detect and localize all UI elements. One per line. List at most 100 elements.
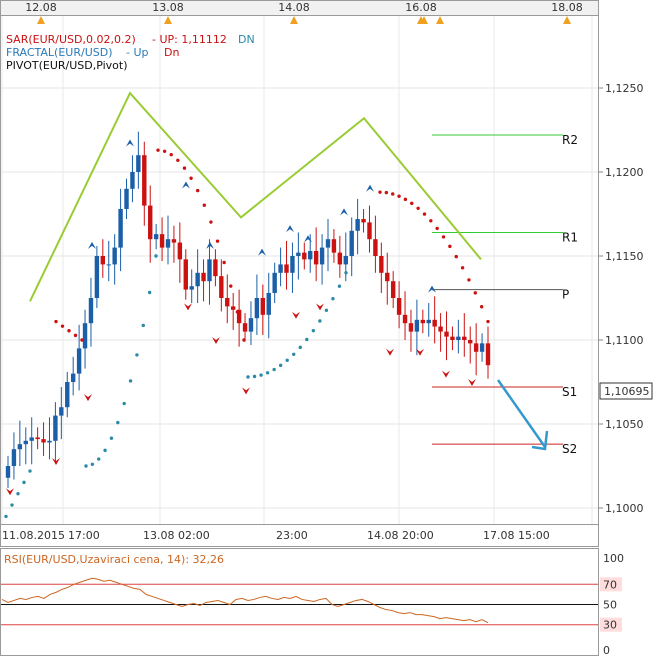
fractal-down-icon bbox=[442, 370, 450, 378]
fractal-up-icon bbox=[258, 248, 266, 256]
target-arrow-icon bbox=[496, 379, 549, 451]
sar-dot bbox=[60, 324, 65, 328]
fractal-up-icon bbox=[340, 208, 348, 216]
candlesticks bbox=[5, 131, 491, 488]
sar-dot bbox=[182, 166, 187, 170]
sar-dot bbox=[90, 462, 95, 466]
sar-dot bbox=[278, 363, 283, 368]
candle-up bbox=[88, 298, 94, 324]
top-axis-label: 13.08 bbox=[152, 1, 184, 14]
rsi-panel: 100 70 50 30 0 bbox=[1, 552, 624, 657]
current-price-label: 1,10695 bbox=[604, 385, 650, 398]
candle-down bbox=[148, 205, 153, 240]
candle-down bbox=[485, 343, 491, 366]
candle-up bbox=[325, 239, 331, 248]
candle-down bbox=[100, 256, 106, 265]
candle-down bbox=[385, 272, 390, 282]
sar-dot bbox=[435, 226, 439, 231]
sar-dot bbox=[265, 371, 270, 375]
candle-down bbox=[142, 155, 147, 206]
legend-fractal-dn: Dn bbox=[164, 46, 179, 59]
sar-dot bbox=[391, 192, 395, 196]
sar-dot bbox=[154, 254, 158, 258]
candle-down bbox=[396, 298, 402, 315]
sar-dot bbox=[28, 469, 32, 473]
sar-dot bbox=[479, 305, 484, 309]
fractal-up-icon bbox=[286, 225, 294, 233]
y-tick-label: 1,1100 bbox=[605, 334, 644, 347]
candle-up bbox=[195, 272, 200, 287]
sar-dot bbox=[135, 353, 139, 357]
candle-up bbox=[5, 466, 11, 478]
x-tick-label: 23:00 bbox=[276, 529, 308, 542]
fractal-up-icon bbox=[304, 235, 312, 243]
candle-down bbox=[213, 259, 218, 277]
sar-dot bbox=[344, 271, 348, 275]
candle-up bbox=[266, 292, 271, 315]
sar-dot bbox=[259, 373, 263, 377]
sar-dot bbox=[384, 190, 389, 195]
sar-dot bbox=[4, 514, 8, 519]
candle-up bbox=[414, 319, 420, 332]
candle-down bbox=[390, 281, 396, 298]
candle-up bbox=[254, 298, 260, 319]
candle-up bbox=[343, 256, 348, 265]
candle-down bbox=[331, 239, 337, 253]
sar-dot bbox=[176, 158, 180, 162]
sar-dot bbox=[73, 333, 78, 338]
y-tick-label: 1,1250 bbox=[605, 82, 644, 95]
sar-dot bbox=[337, 284, 342, 288]
fractal-up-icon bbox=[428, 285, 436, 293]
candle-down bbox=[432, 319, 437, 327]
candle-down bbox=[242, 323, 248, 332]
candle-down bbox=[230, 306, 236, 310]
rsi-tick-label: 70 bbox=[603, 578, 617, 591]
sar-dot bbox=[292, 352, 296, 356]
sar-dot bbox=[242, 338, 246, 342]
sar-dot bbox=[486, 319, 490, 324]
candle-up bbox=[308, 250, 313, 260]
sar-dot bbox=[422, 212, 427, 216]
sar-dot bbox=[246, 375, 250, 379]
candle-down bbox=[236, 309, 242, 324]
top-axis-label: 14.08 bbox=[278, 1, 310, 14]
sar-dot bbox=[122, 401, 126, 406]
sar-dot bbox=[103, 448, 107, 453]
rsi-plot-frame bbox=[0, 548, 599, 656]
sar-dot bbox=[429, 219, 433, 223]
candle-up bbox=[189, 286, 194, 290]
candle-up bbox=[153, 234, 159, 240]
pivot-label-s2: S2 bbox=[562, 442, 577, 456]
x-tick-label: 17.08 15:00 bbox=[483, 529, 550, 542]
candle-down bbox=[313, 250, 319, 265]
sar-dot bbox=[141, 323, 145, 328]
parabolic-sar bbox=[4, 148, 490, 519]
candle-down bbox=[225, 298, 230, 307]
x-tick-label: 13.08 02:00 bbox=[143, 529, 210, 542]
y-tick-label: 1,1200 bbox=[605, 166, 644, 179]
sar-dot bbox=[441, 235, 446, 239]
session-marker-icon bbox=[164, 16, 172, 24]
sar-dot bbox=[189, 176, 193, 180]
candle-up bbox=[296, 252, 301, 256]
candle-up bbox=[272, 272, 277, 293]
sar-dot bbox=[324, 308, 329, 312]
candle-up bbox=[29, 437, 34, 441]
candle-up bbox=[11, 449, 17, 466]
session-marker-icon bbox=[420, 16, 428, 24]
sar-dot bbox=[229, 284, 233, 288]
sar-dot bbox=[128, 379, 133, 383]
fractal-down-icon bbox=[84, 394, 92, 402]
candle-up bbox=[112, 247, 117, 265]
candle-up bbox=[248, 318, 254, 332]
candle-up bbox=[479, 343, 485, 352]
candle-down bbox=[450, 336, 455, 340]
sar-dot bbox=[397, 194, 401, 198]
fractal-down-icon bbox=[416, 348, 424, 356]
zigzag-polyline bbox=[29, 91, 482, 302]
candle-down bbox=[219, 276, 224, 298]
sar-dot bbox=[209, 220, 213, 224]
legend-fractal-up: - Up bbox=[126, 46, 149, 59]
